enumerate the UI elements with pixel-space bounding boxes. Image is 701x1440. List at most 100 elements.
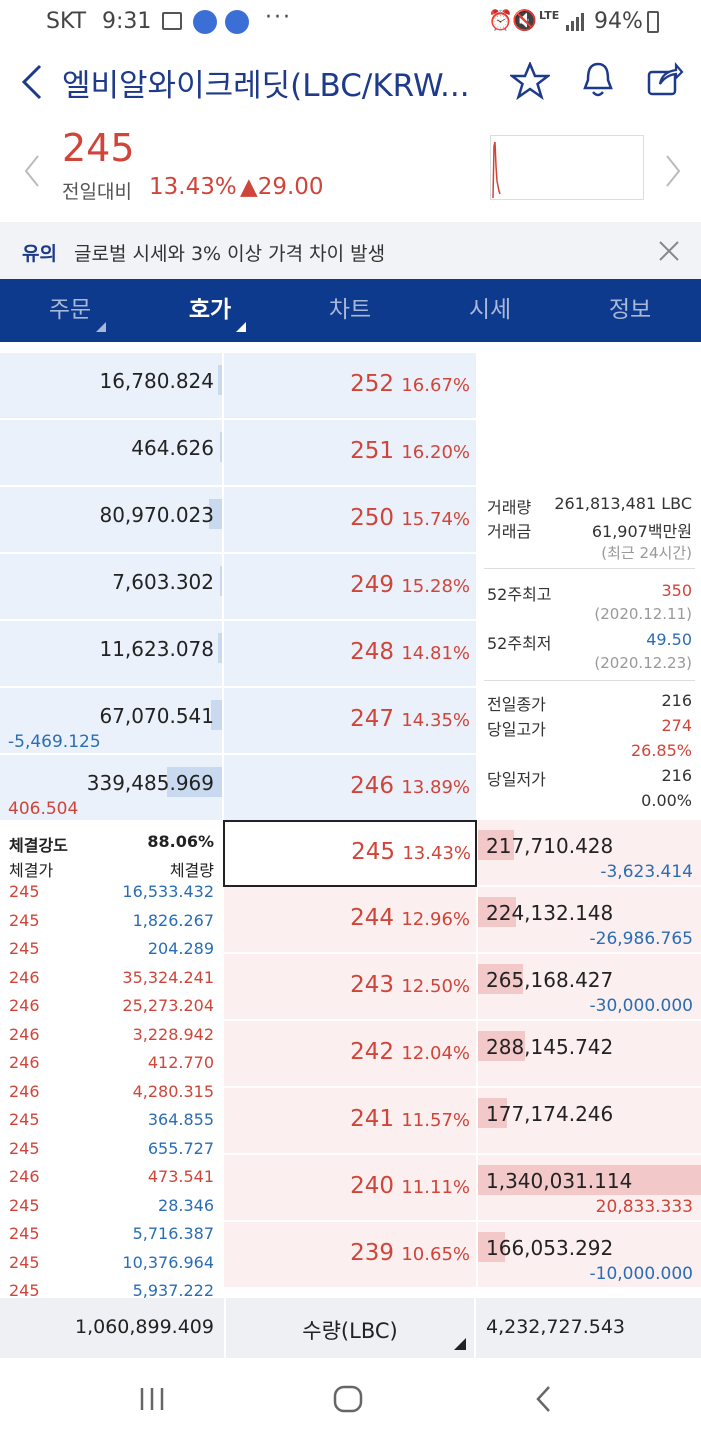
day-low-value: 216 [661,766,692,785]
alarm-icon: ⏰ [488,8,513,32]
amount-value: 61,907백만원 [591,522,692,541]
bid-price-row[interactable]: 244 12.96% [224,887,476,952]
close-icon[interactable] [658,240,680,262]
mini-chart[interactable] [490,135,644,200]
bid-qty: 224,132.148 [486,901,614,925]
tick-qty: 28.346 [158,1195,214,1215]
tab-info[interactable]: 정보 [560,279,700,342]
tick-price: 246 [9,996,40,1015]
bid-price-row[interactable]: 241 11.57% [224,1088,476,1153]
tick-qty: 16,533.432 [122,882,214,901]
bid-price-row[interactable]: 240 11.11% [224,1155,476,1220]
bid-qty-cell[interactable]: 224,132.148 -26,986.765 [478,887,701,952]
bid-qty-cell[interactable]: 288,145.742 [478,1021,701,1086]
current-price: 245 [62,126,135,170]
ask-qty-cell[interactable]: 80,970.023 [0,487,222,552]
dropdown-indicator-icon [454,1338,466,1350]
ask-qty-cell[interactable]: 11,623.078 [0,621,222,686]
ask-price-row[interactable]: 248 14.81% [224,621,476,686]
bid-qty-cell[interactable]: 217,710.428 -3,623.414 [478,820,701,885]
ask-qty: 7,603.302 [112,570,214,594]
bid-qty-cell[interactable]: 166,053.292 -10,000.000 [478,1222,701,1287]
volume-label: 거래량 [487,498,532,517]
next-coin-icon[interactable] [663,154,683,188]
ask-qty: 16,780.824 [99,369,214,393]
ask-price: 248 [350,639,394,665]
share-icon[interactable] [646,62,684,98]
ask-qty-cell[interactable]: 16,780.824 [0,353,222,418]
ask-volume-bar [211,700,222,730]
tick-qty: 364.855 [147,1110,214,1129]
ask-price-row[interactable]: 252 16.67% [224,353,476,418]
orderbook-footer: 1,060,899.409 수량(LBC) 4,232,727.543 [0,1298,701,1358]
divider [484,568,695,569]
tick-qty: 35,324.241 [122,967,214,987]
amount-label: 거래금 [487,522,532,541]
high52-value: 350 [661,581,692,600]
bid-qty-cell[interactable]: 265,168.427 -30,000.000 [478,954,701,1019]
tick-price: 246 [9,1024,40,1044]
tab-label: 호가 [188,297,232,323]
tab-order[interactable]: 주문 [0,279,140,342]
tab-orderbook[interactable]: 호가 [140,279,280,342]
strength-value: 88.06% [147,832,214,851]
ask-volume-bar [218,633,222,663]
tab-label: 주문 [48,297,92,323]
ask-price-row[interactable]: 247 14.35% [224,688,476,753]
tick-price: 245 [9,939,40,958]
ask-percent: 16.20% [401,442,470,463]
order-book: 16,780.824 252 16.67% 464.626 251 16.20% 80,97… [0,342,701,1298]
bid-qty-change: -26,986.765 [589,929,693,949]
ask-price-row[interactable]: 251 16.20% [224,420,476,485]
tick-price: 245 [9,1138,40,1158]
back-icon[interactable] [534,1384,554,1414]
unit-selector[interactable]: 수량(LBC) [224,1298,476,1358]
warning-notice: 유의 글로벌 시세와 3% 이상 가격 차이 발생 [0,222,701,279]
back-arrow-icon[interactable] [18,64,46,100]
lte-indicator: LTE [539,9,560,22]
star-icon[interactable] [510,62,550,100]
bid-qty-cell[interactable]: 177,174.246 [478,1088,701,1153]
bid-price-row[interactable]: 239 10.65% [224,1222,476,1287]
tick-price: 245 [9,910,40,930]
bid-qty-change: -10,000.000 [589,1264,693,1284]
ask-qty-cell[interactable]: 7,603.302 [0,554,222,619]
high52-label: 52주최고 [487,585,552,604]
tick-price: 246 [9,1053,40,1072]
mute-icon: 🔇 [512,8,537,32]
current-price-row[interactable]: 245 13.43% [223,820,477,887]
recent-apps-icon[interactable] [138,1386,166,1412]
tick-qty: 5,716.387 [132,1224,214,1243]
bid-qty-change: 20,833.333 [595,1197,693,1217]
market-stats-panel: 거래량 261,813,481 LBC 거래금 61,907백만원 (최근 24… [478,486,701,820]
tab-label: 차트 [328,297,372,323]
bid-qty: 288,145.742 [486,1035,614,1059]
ask-price-row[interactable]: 246 13.89% [224,755,476,820]
bell-icon[interactable] [580,60,616,100]
ask-price-row[interactable]: 249 15.28% [224,554,476,619]
ask-price: 249 [350,572,394,598]
trade-ticks[interactable]: 체결강도 88.06% 체결가 체결량 245 16,533.432 245 1,82… [0,820,222,1298]
ask-qty-cell[interactable]: 67,070.541 -5,469.125 [0,688,222,753]
tab-quotes[interactable]: 시세 [420,279,560,342]
battery-icon [647,11,659,33]
tab-chart[interactable]: 차트 [280,279,420,342]
volume-value: 261,813,481 LBC [554,494,692,513]
bid-volume-bar [478,1165,701,1195]
low52-value: 49.50 [646,630,692,649]
system-nav-bar [0,1358,701,1440]
bid-price-row[interactable]: 242 12.04% [224,1021,476,1086]
bid-qty-cell[interactable]: 1,340,031.114 20,833.333 [478,1155,701,1220]
ask-qty-cell[interactable]: 339,485.969 406.504 [0,755,222,820]
bid-total-cell: 4,232,727.543 [478,1298,701,1358]
ask-price-row[interactable]: 250 15.74% [224,487,476,552]
divider [484,680,695,681]
home-icon[interactable] [332,1384,364,1414]
ask-price: 247 [350,706,394,732]
ask-qty-cell[interactable]: 464.626 [0,420,222,485]
tick-price: 246 [9,967,40,987]
ask-volume-bar [209,499,222,529]
bid-price-row[interactable]: 243 12.50% [224,954,476,1019]
prev-coin-icon[interactable] [22,154,42,188]
mini-chart-line [492,141,501,199]
